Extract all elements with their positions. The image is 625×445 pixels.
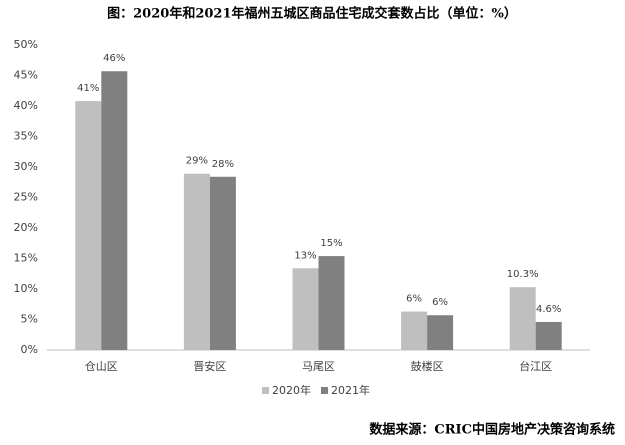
source-note: 数据来源：CRIC中国房地产决策咨询系统	[369, 422, 615, 438]
value-label: 6%	[432, 297, 448, 308]
value-label: 13%	[294, 250, 316, 261]
y-tick-label: 15%	[14, 252, 38, 265]
y-tick-label: 45%	[14, 69, 38, 82]
legend-label: 2021年	[331, 383, 370, 397]
x-tick-label: 晋安区	[193, 359, 226, 373]
x-tick-label: 马尾区	[302, 360, 335, 373]
value-label: 4.6%	[536, 304, 561, 315]
x-tick-label: 仓山区	[85, 359, 118, 373]
legend-label: 2020年	[272, 383, 311, 397]
value-label: 28%	[212, 159, 234, 170]
chart-title: 图：2020年和2021年福州五城区商品住宅成交套数占比（单位：%）	[107, 6, 517, 22]
bar	[292, 268, 319, 350]
bar	[209, 176, 236, 350]
x-tick-label: 鼓楼区	[411, 359, 444, 373]
y-tick-label: 40%	[14, 99, 38, 112]
bar	[101, 71, 128, 350]
y-tick-label: 30%	[14, 160, 38, 173]
y-tick-label: 5%	[21, 313, 38, 326]
bar	[509, 287, 536, 350]
x-tick-label: 台江区	[519, 359, 552, 373]
legend-swatch	[321, 387, 328, 394]
y-tick-label: 25%	[14, 191, 38, 204]
bar	[318, 256, 345, 350]
bar	[183, 173, 210, 350]
y-tick-label: 50%	[14, 38, 38, 51]
value-label: 6%	[406, 294, 422, 305]
value-label: 46%	[103, 53, 125, 64]
y-tick-label: 0%	[21, 343, 38, 356]
bar	[535, 321, 562, 350]
y-tick-label: 20%	[14, 221, 38, 234]
bar	[75, 101, 102, 351]
y-tick-label: 35%	[14, 130, 38, 143]
bar	[427, 315, 454, 350]
value-label: 15%	[320, 238, 342, 249]
value-label: 10.3%	[507, 269, 539, 280]
y-tick-label: 10%	[14, 282, 38, 295]
value-label: 29%	[186, 156, 208, 167]
value-label: 41%	[77, 83, 99, 94]
bar	[401, 311, 428, 350]
legend-swatch	[262, 387, 269, 394]
